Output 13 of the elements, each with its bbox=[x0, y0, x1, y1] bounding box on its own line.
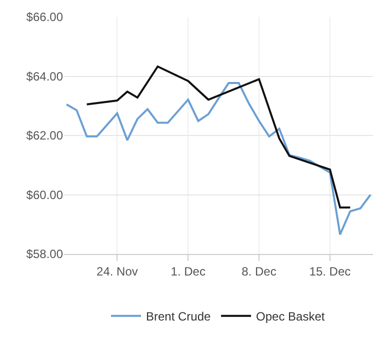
legend-label: Brent Crude bbox=[146, 310, 212, 324]
y-tick-label: $58.00 bbox=[26, 247, 64, 262]
y-tick-label: $64.00 bbox=[26, 69, 64, 84]
x-tick-label: 1. Dec bbox=[170, 264, 206, 278]
line-series bbox=[66, 82, 372, 236]
x-tick-label: 15. Dec bbox=[309, 264, 351, 278]
y-tick-label: $62.00 bbox=[26, 128, 64, 143]
line-series bbox=[86, 65, 352, 208]
x-tick-label: 24. Nov bbox=[96, 264, 138, 278]
legend-label: Opec Basket bbox=[256, 310, 326, 324]
x-tick-label: 8. Dec bbox=[242, 264, 276, 278]
y-tick-label: $66.00 bbox=[26, 10, 64, 24]
y-tick-label: $60.00 bbox=[26, 188, 64, 202]
